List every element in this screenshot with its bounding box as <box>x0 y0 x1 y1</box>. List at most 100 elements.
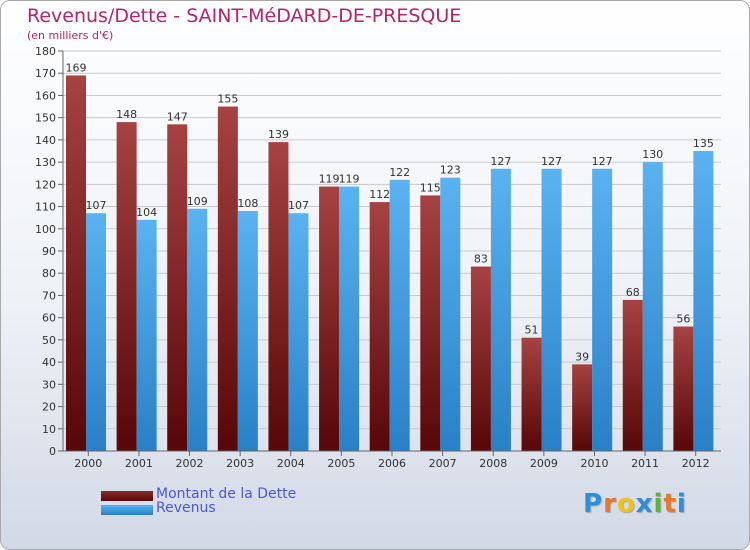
axes: 0 10 20 30 40 50 60 70 80 90 100 110 120 130 140 150 160… <box>35 45 721 470</box>
legend-swatch-revenue <box>101 505 153 515</box>
data-label-revenue: 107 <box>86 199 107 212</box>
logo-letter: r <box>603 489 617 519</box>
y-tick-label: 150 <box>35 112 56 125</box>
data-label-revenue: 127 <box>592 155 613 168</box>
data-label-debt: 119 <box>319 173 340 186</box>
bar-revenue <box>187 208 208 451</box>
y-tick-label: 130 <box>35 156 56 169</box>
logo-letter: i <box>676 489 687 519</box>
data-label-debt: 56 <box>676 313 690 326</box>
logo-letter: x <box>635 489 654 519</box>
bar-revenue <box>136 219 157 451</box>
data-label-debt: 169 <box>66 61 87 74</box>
bar-debt <box>116 122 137 451</box>
data-label-debt: 51 <box>525 324 539 337</box>
x-tick-label: 2006 <box>378 457 406 470</box>
x-tick-label: 2012 <box>682 457 710 470</box>
data-label-revenue: 104 <box>136 206 157 219</box>
data-label-revenue: 109 <box>187 195 208 208</box>
x-tick-label: 2000 <box>74 457 102 470</box>
bar-revenue <box>389 179 410 451</box>
x-tick-label: 2004 <box>277 457 305 470</box>
x-tick-label: 2001 <box>125 457 153 470</box>
bars <box>66 75 714 452</box>
logo-letter: P <box>583 489 604 519</box>
x-tick-label: 2002 <box>176 457 204 470</box>
data-label-debt: 148 <box>116 108 137 121</box>
bar-debt <box>319 186 340 452</box>
bar-debt <box>673 326 694 451</box>
bar-debt <box>420 195 441 451</box>
bar-debt <box>268 142 289 451</box>
data-label-revenue: 108 <box>237 197 258 210</box>
data-label-debt: 155 <box>217 93 238 106</box>
bar-debt <box>66 75 86 451</box>
data-label-debt: 112 <box>369 188 390 201</box>
data-label-revenue: 127 <box>541 155 562 168</box>
data-label-debt: 115 <box>420 181 441 194</box>
x-tick-label: 2009 <box>530 457 558 470</box>
x-tick-label: 2003 <box>226 457 254 470</box>
bar-revenue <box>237 211 258 451</box>
bar-debt <box>167 124 188 451</box>
bar-debt <box>521 337 542 451</box>
data-label-debt: 68 <box>626 286 640 299</box>
y-tick-label: 20 <box>42 401 56 414</box>
chart-title: Revenus/Dette - SAINT-MéDARD-DE-PRESQUE <box>27 5 462 27</box>
bar-revenue <box>592 168 613 451</box>
bar-debt <box>470 266 491 451</box>
bar-debt <box>622 299 643 451</box>
bar-revenue <box>541 168 562 451</box>
y-tick-label: 170 <box>35 67 56 80</box>
y-tick-label: 110 <box>35 201 56 214</box>
bar-revenue <box>86 213 106 451</box>
legend-swatch-debt <box>101 491 153 501</box>
proxiti-logo: Proxiti <box>583 489 687 519</box>
logo-letter: i <box>653 489 664 519</box>
legend-label-debt: Montant de la Dette <box>156 486 297 502</box>
data-labels: 169 107 148 104 147 109 155 108 139 107 119 119 112 1… <box>66 61 714 363</box>
bar-revenue <box>642 162 663 451</box>
y-tick-label: 50 <box>42 334 56 347</box>
data-label-debt: 39 <box>575 350 589 363</box>
bar-revenue <box>440 177 461 451</box>
bar-revenue <box>693 151 714 451</box>
bar-revenue <box>490 168 511 451</box>
y-tick-label: 180 <box>35 45 56 58</box>
data-label-revenue: 130 <box>642 148 663 161</box>
y-tick-label: 0 <box>49 445 56 458</box>
x-tick-label: 2008 <box>479 457 507 470</box>
bar-debt <box>217 106 238 452</box>
y-tick-label: 70 <box>42 289 56 302</box>
bar-debt <box>572 364 593 451</box>
data-label-revenue: 135 <box>693 137 714 150</box>
data-label-debt: 139 <box>268 128 289 141</box>
y-tick-label: 160 <box>35 89 56 102</box>
y-tick-label: 10 <box>42 423 56 436</box>
x-tick-label: 2007 <box>429 457 457 470</box>
data-label-revenue: 107 <box>288 199 309 212</box>
y-tick-label: 80 <box>42 267 56 280</box>
bar-revenue <box>288 213 309 451</box>
x-tick-label: 2005 <box>327 457 355 470</box>
bar-debt <box>369 202 390 451</box>
y-tick-label: 100 <box>35 223 56 236</box>
data-label-debt: 147 <box>167 110 188 123</box>
bar-revenue <box>339 186 360 452</box>
legend-label-revenue: Revenus <box>156 500 216 516</box>
x-tick-label: 2010 <box>580 457 608 470</box>
y-tick-label: 120 <box>35 178 56 191</box>
data-label-debt: 83 <box>474 253 488 266</box>
y-tick-label: 90 <box>42 245 56 258</box>
data-label-revenue: 127 <box>490 155 511 168</box>
y-tick-label: 40 <box>42 356 56 369</box>
logo-letter: t <box>663 489 677 519</box>
y-tick-label: 60 <box>42 312 56 325</box>
y-tick-label: 30 <box>42 378 56 391</box>
y-tick-label: 140 <box>35 134 56 147</box>
chart-unit-label: (en milliers d'€) <box>27 29 114 42</box>
data-label-revenue: 119 <box>339 173 360 186</box>
data-label-revenue: 123 <box>440 164 461 177</box>
